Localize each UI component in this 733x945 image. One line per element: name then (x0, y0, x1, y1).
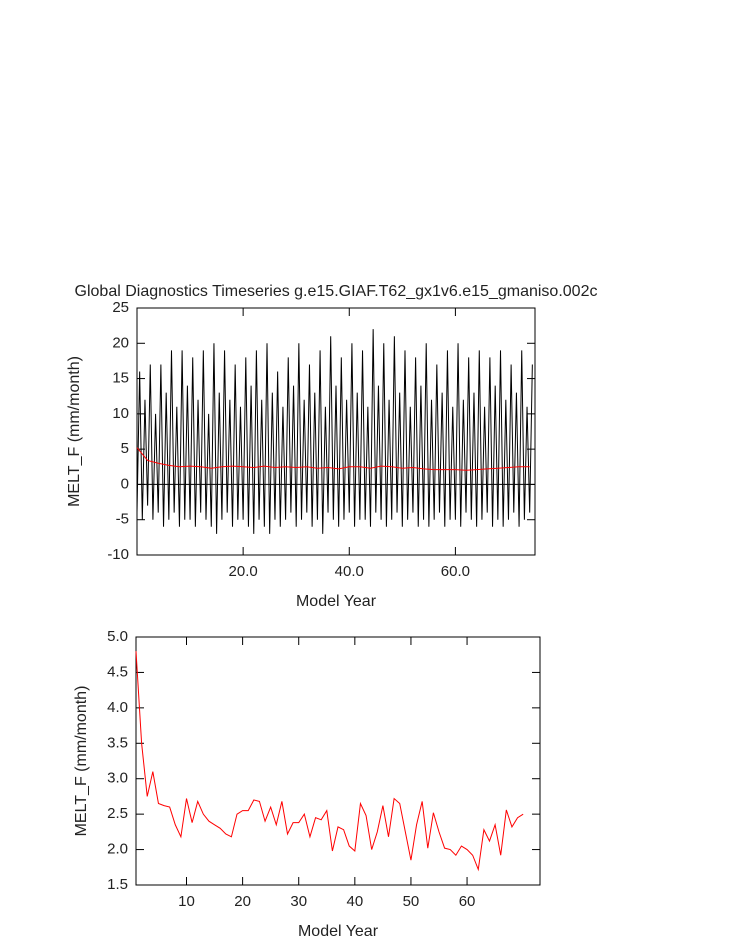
chart-title: Global Diagnostics Timeseries g.e15.GIAF… (75, 283, 598, 300)
x-tick-label: 60.0 (441, 563, 470, 580)
plot-frame (136, 307, 536, 556)
data-line (136, 329, 533, 534)
x-tick-label: 20.0 (229, 563, 258, 580)
y-tick-label: 0 (121, 475, 129, 492)
y-tick-label: 5 (121, 440, 129, 457)
y-tick-label: 4.0 (107, 699, 128, 716)
y-axis-label: MELT_F (mm/month) (73, 686, 90, 837)
data-line (135, 651, 524, 872)
y-tick-label: 25 (112, 299, 129, 316)
y-tick-label: 2.0 (107, 841, 128, 858)
y-tick-label: 3.0 (107, 770, 128, 787)
y-axis-label: MELT_F (mm/month) (66, 356, 83, 507)
x-tick-label: 60 (459, 893, 476, 910)
x-tick-label: 40 (346, 893, 363, 910)
y-tick-label: -10 (107, 546, 129, 563)
y-tick-label: 4.5 (107, 663, 128, 680)
x-axis-label: Model Year (298, 923, 379, 940)
plot-frame (135, 636, 541, 886)
y-tick-label: 15 (112, 370, 129, 387)
x-tick-label: 50 (403, 893, 420, 910)
x-axis-label: Model Year (296, 593, 377, 610)
y-tick-label: 2.5 (107, 805, 128, 822)
x-tick-label: 10 (178, 893, 195, 910)
x-tick-label: 20 (234, 893, 251, 910)
y-tick-label: 3.5 (107, 734, 128, 751)
data-line (136, 447, 530, 471)
x-tick-label: 40.0 (335, 563, 364, 580)
x-tick-label: 30 (290, 893, 307, 910)
y-tick-label: 1.5 (107, 876, 128, 893)
y-tick-label: 20 (112, 334, 129, 351)
y-tick-label: -5 (116, 511, 129, 528)
y-tick-label: 10 (112, 405, 129, 422)
y-tick-label: 5.0 (107, 628, 128, 645)
